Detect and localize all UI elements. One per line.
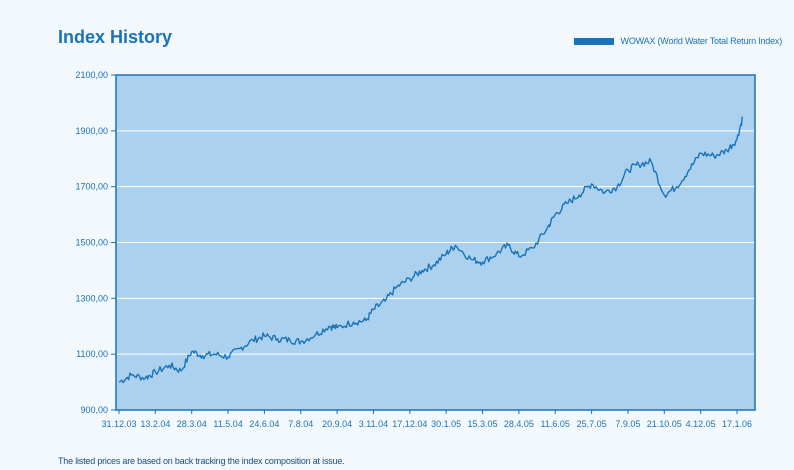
x-tick-label: 17.1.06 bbox=[722, 419, 752, 429]
x-tick-label: 31.12.03 bbox=[101, 419, 136, 429]
y-tick-label: 1500,00 bbox=[75, 238, 108, 248]
x-tick-label: 25.7.05 bbox=[577, 419, 607, 429]
x-tick-label: 15.3.05 bbox=[468, 419, 498, 429]
x-tick-label: 28.3.04 bbox=[177, 419, 207, 429]
plot-frame bbox=[115, 74, 756, 411]
y-tick-label: 900,00 bbox=[80, 405, 108, 415]
chart-title: Index History bbox=[58, 27, 173, 47]
x-tick-label: 3.11.04 bbox=[359, 419, 388, 429]
y-tick-label: 2100,00 bbox=[75, 70, 108, 80]
footnote: The listed prices are based on back trac… bbox=[58, 456, 345, 466]
x-tick-label: 11.6.05 bbox=[541, 419, 570, 429]
legend-label: WOWAX (World Water Total Return Index) bbox=[620, 36, 783, 46]
x-tick-label: 7.9.05 bbox=[615, 419, 640, 429]
x-tick-label: 20.9.04 bbox=[322, 419, 352, 429]
x-tick-label: 24.6.04 bbox=[249, 419, 279, 429]
y-tick-label: 1700,00 bbox=[75, 182, 108, 192]
x-tick-label: 17.12.04 bbox=[392, 419, 427, 429]
x-tick-label: 11.5.04 bbox=[213, 419, 242, 429]
x-tick-label: 13.2.04 bbox=[140, 419, 170, 429]
y-tick-label: 1900,00 bbox=[75, 126, 108, 136]
series-line bbox=[118, 116, 744, 384]
x-tick-label: 4.12.05 bbox=[686, 419, 716, 429]
x-tick-label: 7.8.04 bbox=[288, 419, 313, 429]
x-tick-label: 30.1.05 bbox=[431, 419, 461, 429]
x-tick-label: 28.4.05 bbox=[504, 419, 534, 429]
x-tick-label: 21.10.05 bbox=[647, 419, 682, 429]
legend: WOWAX (World Water Total Return Index) bbox=[573, 35, 783, 47]
y-tick-label: 1100,00 bbox=[76, 349, 108, 359]
legend-swatch bbox=[573, 37, 614, 45]
y-tick-label: 1300,00 bbox=[75, 293, 108, 303]
